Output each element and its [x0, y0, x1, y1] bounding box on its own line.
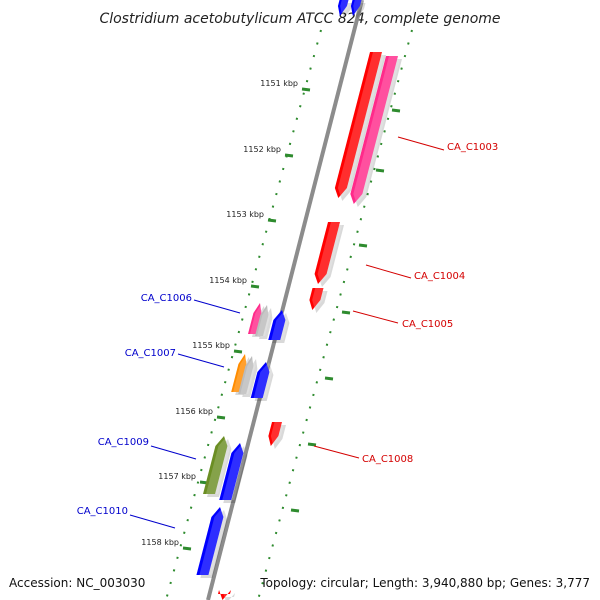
genome-backbone [206, 0, 364, 600]
ruler-tick-minor [290, 508, 300, 513]
ruler-tick [233, 349, 243, 354]
gene-label-reverse[interactable]: CA_C1007 [125, 348, 176, 359]
ruler-tick-label: 1157 kbp [158, 472, 196, 481]
gene-label-forward[interactable]: CA_C1005 [402, 319, 453, 330]
ruler-tick [250, 284, 260, 289]
gene-leader-line [365, 264, 412, 279]
ruler-tick-label: 1153 kbp [226, 210, 264, 219]
gene-leader-line [129, 514, 176, 529]
gene-CA_C1009[interactable] [203, 436, 232, 497]
ruler-tick-label: 1155 kbp [192, 341, 230, 350]
gene-leader-line [150, 445, 197, 460]
ruler-tick [267, 218, 277, 223]
ruler-track-left [165, 29, 322, 600]
ruler-tick-minor [375, 168, 385, 173]
gene-label-reverse[interactable]: CA_C1010 [77, 506, 128, 517]
gene-leader-line [397, 136, 445, 151]
ruler-tick-label: 1158 kbp [141, 538, 179, 547]
ruler-tick-label: 1156 kbp [175, 407, 213, 416]
ruler-tick-minor [307, 442, 317, 447]
gene-leader-line [177, 353, 225, 368]
gene-CA_C1003-b[interactable] [350, 56, 402, 207]
ruler-tick-label: 1152 kbp [243, 145, 281, 154]
gene-CA_C1005[interactable] [309, 288, 328, 313]
gene-leader-line [352, 310, 399, 324]
gene-CA_C1003[interactable] [334, 52, 386, 201]
gene-features [196, 0, 402, 600]
gene-CA_C1008[interactable] [268, 422, 286, 449]
gene-CA_C1006-b[interactable] [254, 305, 273, 339]
gene-leader-line [193, 299, 241, 314]
gene-label-forward[interactable]: CA_C1003 [447, 142, 498, 153]
ruler-tick-label: 1151 kbp [260, 79, 298, 88]
ruler-tick-minor [358, 243, 368, 248]
ruler-tick [182, 546, 192, 551]
gene-bottom-red[interactable] [218, 590, 236, 600]
gene-leader-line [313, 445, 360, 459]
gene-labels: CA_C1003 CA_C1004 CA_C1005 CA_C1008 CA_C1006… [77, 136, 498, 529]
gene-CA_C1007-b[interactable] [238, 356, 258, 397]
ruler-ticks: 1151 kbp 1152 kbp 1153 kbp 1154 kbp 1155 kbp… [141, 79, 401, 551]
gene-CA_C1006-c[interactable] [268, 310, 290, 343]
genome-summary: Topology: circular; Length: 3,940,880 bp… [259, 576, 590, 590]
ruler-tick-minor [324, 376, 334, 381]
gene-label-forward[interactable]: CA_C1008 [362, 454, 413, 465]
ruler-tick [284, 153, 294, 158]
gene-CA_C1004[interactable] [314, 222, 344, 287]
accession-label: Accession: NC_003030 [9, 576, 145, 590]
gene-blue-top-1[interactable] [337, 0, 353, 19]
gene-label-reverse[interactable]: CA_C1006 [141, 293, 192, 304]
ruler-tick-minor [341, 310, 351, 315]
ruler-tick [301, 87, 311, 92]
ruler-tick-minor [391, 108, 401, 113]
ruler-tick-label: 1154 kbp [209, 276, 247, 285]
gene-label-reverse[interactable]: CA_C1009 [98, 437, 149, 448]
gene-CA_C1009-b[interactable] [219, 443, 248, 503]
map-title: Clostridium acetobutylicum ATCC 824, com… [99, 11, 500, 27]
gene-CA_C1007-c[interactable] [250, 362, 274, 401]
gene-CA_C1010[interactable] [196, 507, 228, 578]
gene-label-forward[interactable]: CA_C1004 [414, 271, 465, 282]
gene-blue-top-2[interactable] [350, 0, 366, 19]
ruler-tick [216, 415, 226, 420]
